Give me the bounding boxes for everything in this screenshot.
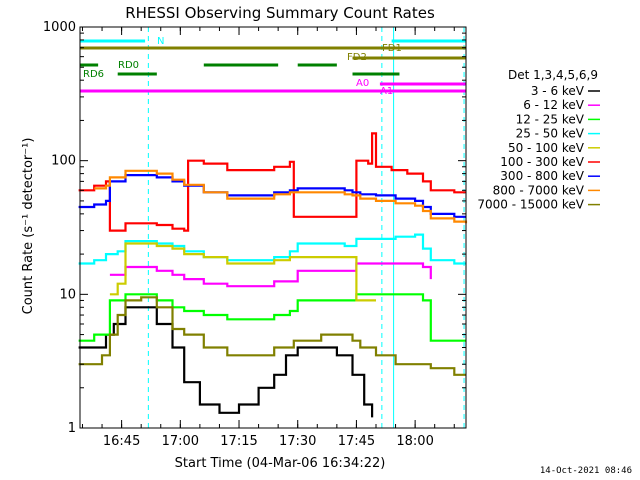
legend-label-7: 800 - 7000 keV <box>493 183 585 197</box>
flag-label-fd2: FD2 <box>347 52 367 63</box>
series-line-3 <box>78 233 466 265</box>
series-line-0 <box>78 306 374 418</box>
plot-frame <box>79 26 467 429</box>
legend-label-1: 6 - 12 keV <box>523 98 585 112</box>
x-tick-label-2: 17:15 <box>220 434 257 449</box>
chart-title: RHESSI Observing Summary Count Rates <box>125 4 435 22</box>
y-tick-label-0: 1 <box>68 421 76 436</box>
series-line-8 <box>78 296 466 376</box>
series-line-2 <box>78 293 466 342</box>
series-line-6 <box>78 174 466 218</box>
legend-label-0: 3 - 6 keV <box>531 84 585 98</box>
flag-label-rd6: RD6 <box>83 69 104 80</box>
legend-title: Det 1,3,4,5,6,9 <box>508 68 598 82</box>
series-line-1 <box>109 262 432 288</box>
y-tick-label-1: 10 <box>59 287 76 302</box>
x-tick-label-4: 17:45 <box>338 434 375 449</box>
flag-label-fd1: FD1 <box>382 43 402 54</box>
series-line-7 <box>94 169 468 224</box>
x-tick-label-1: 17:00 <box>162 434 199 449</box>
series-line-5 <box>78 132 466 232</box>
series-line-4 <box>109 242 376 302</box>
y-tick-label-3: 1000 <box>43 20 76 35</box>
legend-label-4: 50 - 100 keV <box>508 141 585 155</box>
legend-label-2: 12 - 25 keV <box>516 112 585 126</box>
flag-label-rd0: RD0 <box>118 60 139 71</box>
generation-timestamp: 14-Oct-2021 08:46 <box>539 466 632 476</box>
flag-label-n: N <box>157 36 164 47</box>
legend-label-6: 300 - 800 keV <box>500 169 584 183</box>
y-tick-label-2: 100 <box>51 154 76 169</box>
flag-label-a1: A1 <box>380 86 393 97</box>
x-tick-label-3: 17:30 <box>279 434 316 449</box>
x-tick-label-5: 18:00 <box>396 434 433 449</box>
y-axis-label: Count Rate (s⁻¹ detector⁻¹) <box>21 138 36 315</box>
x-tick-label-0: 16:45 <box>103 434 140 449</box>
legend-label-8: 7000 - 15000 keV <box>477 198 584 212</box>
x-axis-label: Start Time (04-Mar-06 16:34:22) <box>175 456 386 471</box>
flag-label-a0: A0 <box>356 78 369 89</box>
legend-label-5: 100 - 300 keV <box>500 155 584 169</box>
legend-label-3: 25 - 50 keV <box>516 127 585 141</box>
